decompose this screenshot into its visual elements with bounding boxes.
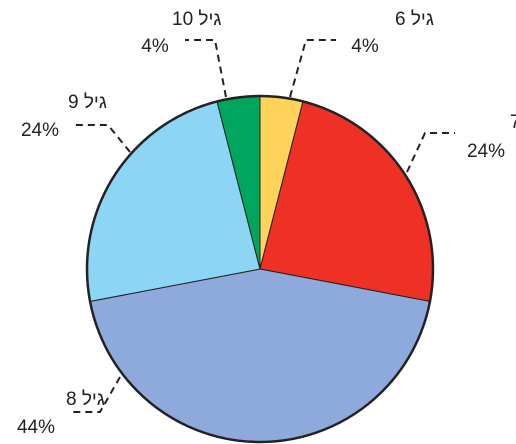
pie-outline <box>85 94 435 444</box>
slice-label: גיל 10 <box>172 9 221 30</box>
leader-line <box>289 39 336 98</box>
value-label: 4% <box>141 36 169 57</box>
pie-slice <box>89 268 431 443</box>
slice-label: גיל 6 <box>395 9 434 30</box>
leader-line <box>406 132 455 173</box>
value-label: 24% <box>467 141 505 162</box>
slice-label: גיל 9 <box>68 92 107 113</box>
leader-line <box>185 39 227 98</box>
value-label: 44% <box>17 417 55 438</box>
value-label: 4% <box>351 36 379 57</box>
value-label: 24% <box>21 120 59 141</box>
leader-line <box>75 124 131 153</box>
slice-label: גיל 8 <box>66 389 105 410</box>
slice-label: גיל 7 <box>510 112 516 133</box>
leader-line <box>70 376 121 413</box>
